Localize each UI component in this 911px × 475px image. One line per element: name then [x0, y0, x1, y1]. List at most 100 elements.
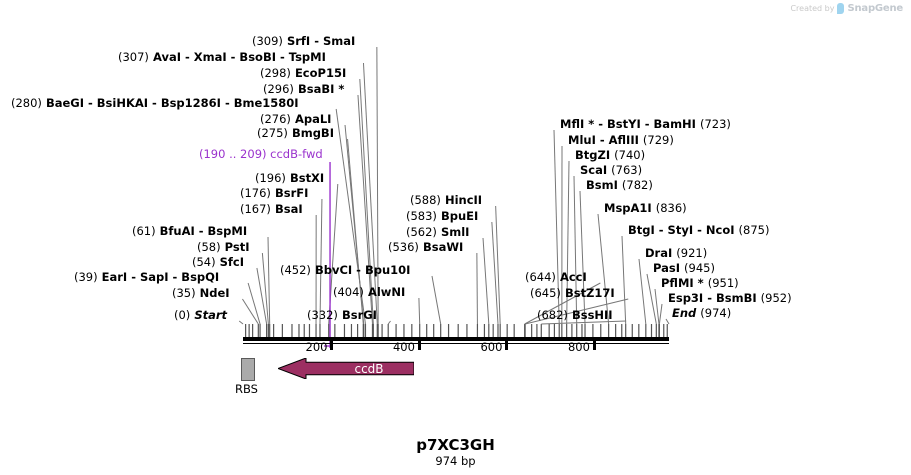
restriction-site-label-pasi[interactable]: PasI (945) [653, 262, 715, 274]
site-enzyme-names: MspA1I [604, 201, 652, 215]
leader-line [646, 273, 657, 325]
site-position: (921) [676, 246, 708, 260]
leader-line [256, 267, 268, 325]
restriction-site-label-bpuei[interactable]: (583) BpuEI [406, 210, 478, 222]
ruler-tick-800 [592, 338, 596, 350]
leader-line [665, 318, 670, 325]
site-enzyme-names: ApaLI [294, 112, 332, 126]
site-enzyme-names: BbvCI - Bpu10I [314, 263, 411, 277]
site-position: (0) [174, 308, 191, 322]
site-enzyme-names: BfuAI - BspMI [159, 224, 248, 238]
site-position: (54) [192, 255, 216, 269]
restriction-site-label-drai[interactable]: DraI (921) [645, 247, 707, 259]
restriction-site-label-bsawi[interactable]: (536) BsaWI [388, 241, 463, 253]
restriction-site-label-srfi[interactable]: (309) SrfI - SmaI [252, 35, 355, 47]
feature-rbs-box[interactable] [241, 358, 255, 381]
restriction-site-label-mfli[interactable]: MflI * - BstYI - BamHI (723) [560, 118, 731, 130]
restriction-site-label-ndei[interactable]: (35) NdeI [172, 287, 230, 299]
leader-line [242, 298, 259, 325]
snapgene-logo-icon [837, 3, 845, 14]
site-enzyme-names: PstI [224, 240, 250, 254]
site-enzyme-names: AvaI - XmaI - BsoBI - TspMI [152, 50, 326, 64]
restriction-site-label-eari[interactable]: (39) EarI - SapI - BspQI [74, 271, 219, 283]
site-enzyme-names: BtgZI [575, 148, 611, 162]
restriction-site-label-bstz17i[interactable]: (645) BstZ17I [530, 287, 615, 299]
leader-line [658, 303, 663, 325]
restriction-site-label-bsai[interactable]: (167) BsaI [240, 203, 303, 215]
site-enzyme-names: BsmI [586, 178, 618, 192]
restriction-site-label-start[interactable]: (0) Start [174, 309, 227, 321]
site-enzyme-names: BtgI - StyI - NcoI [628, 223, 735, 237]
restriction-site-label-bsshii[interactable]: (682) BssHII [537, 309, 613, 321]
site-enzyme-names: MflI * - BstYI - BamHI [560, 117, 696, 131]
restriction-site-label-mspa1i[interactable]: MspA1I (836) [604, 202, 687, 214]
restriction-site-label-btgzi[interactable]: BtgZI (740) [575, 149, 645, 161]
ruler-tick-label-800: 800 [567, 340, 590, 354]
site-position: (61) [132, 224, 156, 238]
restriction-site-label-end[interactable]: End (974) [672, 307, 731, 319]
restriction-site-label-hincii[interactable]: (588) HincII [410, 194, 482, 206]
watermark-prefix: Created by [790, 4, 835, 13]
site-enzyme-names: BsaBI * [297, 82, 345, 96]
ruler-tick-200 [330, 338, 334, 350]
leader-line [621, 235, 627, 325]
restriction-site-label-smli[interactable]: (562) SmlI [406, 226, 469, 238]
site-enzyme-names: End [672, 306, 697, 320]
feature-ccdb-label: ccdB [354, 362, 384, 376]
restriction-site-label-esp3i[interactable]: Esp3I - BsmBI (952) [668, 292, 792, 304]
site-position: (39) [74, 270, 98, 284]
watermark-brand: SnapGene [847, 3, 903, 14]
restriction-site-label-btgi[interactable]: BtgI - StyI - NcoI (875) [628, 224, 769, 236]
restriction-site-label-apali[interactable]: (276) ApaLI [260, 113, 331, 125]
site-position: (35) [172, 286, 196, 300]
site-position: (729) [642, 133, 674, 147]
leader-line [261, 252, 269, 325]
site-position: (682) [537, 308, 568, 322]
site-position: (275) [257, 126, 288, 140]
restriction-site-label-pflmi[interactable]: PflMI * (951) [661, 277, 739, 289]
restriction-site-label-baegi[interactable]: (280) BaeGI - BsiHKAI - Bsp1286I - Bme15… [11, 97, 299, 109]
restriction-site-label-mlui[interactable]: MluI - AflIII (729) [568, 134, 674, 146]
restriction-site-label-bsrfi[interactable]: (176) BsrFI [240, 187, 308, 199]
site-position: (951) [707, 276, 739, 290]
site-enzyme-names: BsaWI [422, 240, 464, 254]
site-enzyme-names: SrfI - SmaI [286, 34, 356, 48]
restriction-site-label-bfuai[interactable]: (61) BfuAI - BspMI [132, 225, 247, 237]
restriction-site-label-psti[interactable]: (58) PstI [197, 241, 249, 253]
restriction-site-label-scai[interactable]: ScaI (763) [580, 164, 642, 176]
restriction-site-label-avai[interactable]: (307) AvaI - XmaI - BsoBI - TspMI [118, 51, 326, 63]
site-enzyme-names: BstZ17I [564, 286, 615, 300]
feature-rbs-label: RBS [235, 382, 258, 396]
restriction-site-label-sfci[interactable]: (54) SfcI [192, 256, 244, 268]
site-enzyme-names: BpuEI [440, 209, 479, 223]
site-enzyme-names: BsaI [274, 202, 303, 216]
restriction-site-label-bmgbi[interactable]: (275) BmgBI [257, 127, 334, 139]
page-title: p7XC3GH [416, 436, 495, 454]
site-position: (583) [406, 209, 437, 223]
restriction-site-label-alwni[interactable]: (404) AlwNI [333, 286, 405, 298]
restriction-site-label-bsmi[interactable]: BsmI (782) [586, 179, 653, 191]
leader-line [319, 198, 323, 325]
leader-line [376, 46, 379, 325]
site-enzyme-names: BsrGI [341, 308, 377, 322]
restriction-site-label-bsrgi[interactable]: (332) BsrGI [307, 309, 377, 321]
restriction-site-label-bsabi[interactable]: (296) BsaBI * [263, 83, 344, 95]
site-position: (588) [410, 193, 441, 207]
restriction-site-label-ecop15i[interactable]: (298) EcoP15I [260, 67, 346, 79]
site-position: (562) [406, 225, 437, 239]
primer-label-ccdb-fwd[interactable]: (190 .. 209) ccdB-fwd [199, 148, 323, 160]
site-position: (952) [760, 291, 792, 305]
restriction-site-label-acci[interactable]: (644) AccI [525, 271, 587, 283]
leader-line [431, 275, 442, 325]
restriction-site-label-bbvci[interactable]: (452) BbvCI - Bpu10I [280, 264, 410, 276]
site-position: (309) [252, 34, 283, 48]
ruler-tick-600 [505, 338, 509, 350]
site-position: (298) [260, 66, 291, 80]
leader-line [491, 221, 499, 325]
site-enzyme-names: HincII [444, 193, 483, 207]
ruler-tick-400 [417, 338, 421, 350]
site-enzyme-names: EarI - SapI - BspQI [101, 270, 220, 284]
restriction-site-label-bstxi[interactable]: (196) BstXI [255, 172, 324, 184]
primer-label-text: (190 .. 209) ccdB-fwd [199, 147, 323, 161]
site-position: (307) [118, 50, 149, 64]
